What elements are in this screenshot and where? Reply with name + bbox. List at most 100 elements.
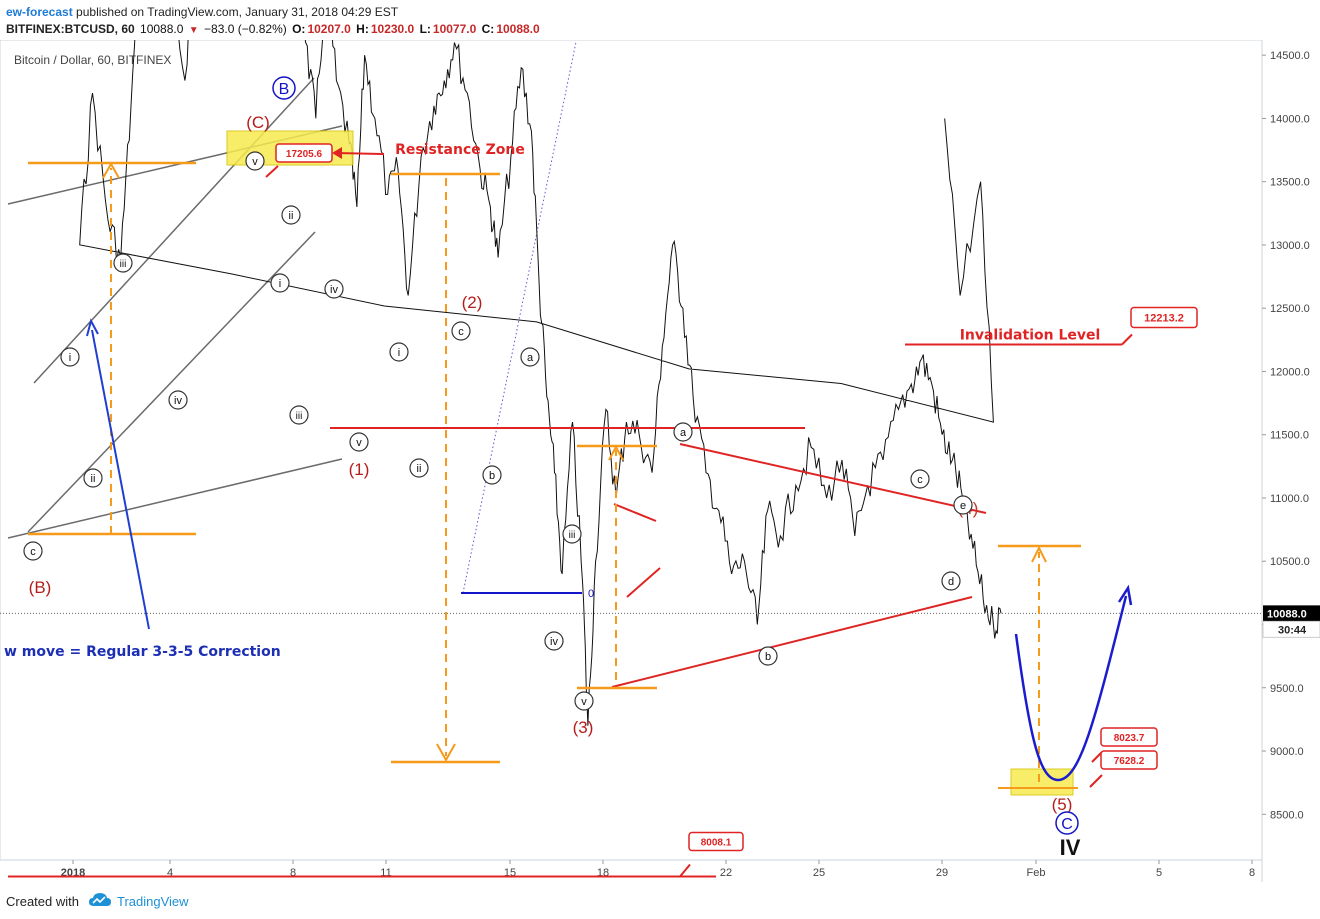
- low-label: L:: [419, 22, 431, 36]
- wave-label: (B): [29, 578, 52, 597]
- fib-level-label: 0: [588, 588, 594, 600]
- subwave-label: e: [960, 500, 966, 512]
- callout-pointer: [1089, 774, 1103, 788]
- subwave-circle: [113, 253, 133, 273]
- close-label: C:: [481, 22, 495, 36]
- subwave-label: iv: [330, 284, 338, 296]
- subwave-label: iii: [569, 530, 576, 541]
- publisher-link[interactable]: ew-forecast: [6, 5, 73, 19]
- arrow-down-icon: [436, 743, 456, 763]
- subwave-label: iv: [550, 636, 558, 648]
- price-callout-8008: 8008.1: [701, 838, 732, 849]
- triangle-lower-line: [611, 596, 973, 688]
- price-callout-7628: 7628.2: [1114, 756, 1145, 767]
- wave-label: B: [279, 81, 290, 98]
- callout-pointer: [679, 863, 691, 878]
- time-tick-label: 25: [813, 867, 825, 879]
- fib-trend-line: [462, 41, 577, 594]
- subwave-circle: [953, 495, 973, 515]
- subwave-label: c: [458, 326, 464, 338]
- time-tick-label: 5: [1156, 867, 1162, 879]
- wave-label: (1): [349, 460, 370, 479]
- invalidation-level-label: Invalidation Level: [960, 327, 1101, 343]
- subwave-circle: [574, 691, 594, 711]
- subwave-circle: [758, 646, 778, 666]
- subwave-label: b: [765, 651, 771, 663]
- subwave-label: iii: [296, 411, 303, 422]
- wave-label: (3): [573, 718, 594, 737]
- projected-path: [1014, 595, 1128, 782]
- price-tick-label: 13500.0: [1270, 177, 1310, 189]
- subwave-circle: [409, 458, 429, 478]
- price-series: [79, 40, 1002, 726]
- arrow-up-icon: [608, 444, 624, 461]
- open-label: O:: [292, 22, 306, 36]
- callout-pointer: [265, 165, 279, 178]
- time-tick-label: Feb: [1027, 867, 1046, 879]
- price-axis[interactable]: 14500.0 14000.0 13500.0 13000.0 12500.0 12000…: [1262, 50, 1320, 821]
- triangle-upper-line: [679, 443, 987, 514]
- subwave-circle: [83, 468, 103, 488]
- time-tick-label: 22: [720, 867, 732, 879]
- subwave-label: ii: [417, 463, 422, 475]
- created-with-text: Created with: [6, 894, 79, 909]
- subwave-circle: [389, 342, 409, 362]
- subwave-label: c: [30, 546, 36, 558]
- price-change: −83.0 (−0.82%): [204, 22, 287, 36]
- subwave-circle: [245, 151, 265, 171]
- wave-circle: [272, 76, 296, 100]
- subwave-label: b: [489, 470, 495, 482]
- subwave-label: d: [948, 576, 954, 588]
- last-price: 10088.0: [140, 22, 184, 36]
- subwave-circle: [520, 347, 540, 367]
- price-tick-label: 12500.0: [1270, 303, 1310, 315]
- resistance-arrow: [335, 152, 385, 155]
- header-bar: ew-forecast published on TradingView.com…: [0, 0, 1320, 40]
- level-lines: [8, 130, 1198, 878]
- chart-title: Bitcoin / Dollar, 60, BITFINEX: [14, 53, 171, 67]
- price-tick-label: 14500.0: [1270, 50, 1310, 62]
- wave-label: IV: [1060, 835, 1081, 860]
- channel-line-lower-2: [27, 231, 316, 533]
- price-callout-8023: 8023.7: [1114, 733, 1145, 744]
- wave-labels: 8008.1 12213.2 Invalidation Level 17205.6 Re…: [4, 76, 1184, 860]
- wave-label: (2): [462, 293, 483, 312]
- subwave-label: iii: [120, 259, 127, 270]
- subwave-circle: [281, 205, 301, 225]
- price-tick-label: 11500.0: [1270, 430, 1309, 442]
- countdown-tag-label: 30:44: [1278, 624, 1307, 636]
- subwave-circle: [673, 422, 693, 442]
- price-tick-label: 14000.0: [1270, 113, 1310, 125]
- down-arrow-icon: ▼: [188, 25, 199, 36]
- last-price-tag: [1263, 605, 1320, 622]
- high-value: 10230.0: [370, 22, 415, 36]
- tradingview-brand-link[interactable]: TradingView: [117, 894, 189, 909]
- publish-info: ew-forecast published on TradingView.com…: [6, 5, 398, 19]
- subwave-circle: [324, 279, 344, 299]
- price-tick-label: 9500.0: [1270, 683, 1304, 695]
- subwave-circle: [60, 347, 80, 367]
- price-chart[interactable]: Bitcoin / Dollar, 60, BITFINEX 14500.0 14…: [0, 40, 1320, 882]
- arrow-up-icon: [1117, 584, 1133, 606]
- time-tick-label: 29: [936, 867, 948, 879]
- wave-label: C: [1061, 816, 1073, 833]
- price-tick-label: 11000.0: [1270, 493, 1309, 505]
- channel-line-lower: [7, 458, 343, 539]
- price-callout-17205: 17205.6: [286, 149, 323, 160]
- plot-area[interactable]: [0, 40, 1263, 861]
- publish-text: published on TradingView.com, January 31…: [76, 5, 399, 19]
- arrow-up-icon: [102, 161, 120, 179]
- price-callout-box: [1130, 306, 1198, 329]
- arrow-head-icon: [332, 147, 342, 159]
- subwave-label: c: [917, 474, 923, 486]
- wave-circle: [1055, 811, 1079, 835]
- symbol-label[interactable]: BITFINEX:BTCUSD, 60: [6, 22, 135, 36]
- subwave-label: iv: [174, 395, 182, 407]
- footer-bar: Created with TradingView: [0, 882, 1320, 919]
- last-price-tag-label: 10088.0: [1267, 608, 1307, 620]
- wedge-line-lower: [626, 567, 661, 598]
- subwave-label: v: [581, 696, 587, 708]
- price-callout-box: [1100, 750, 1158, 770]
- subwave-label: a: [680, 427, 687, 439]
- wedge-line-upper: [613, 503, 657, 522]
